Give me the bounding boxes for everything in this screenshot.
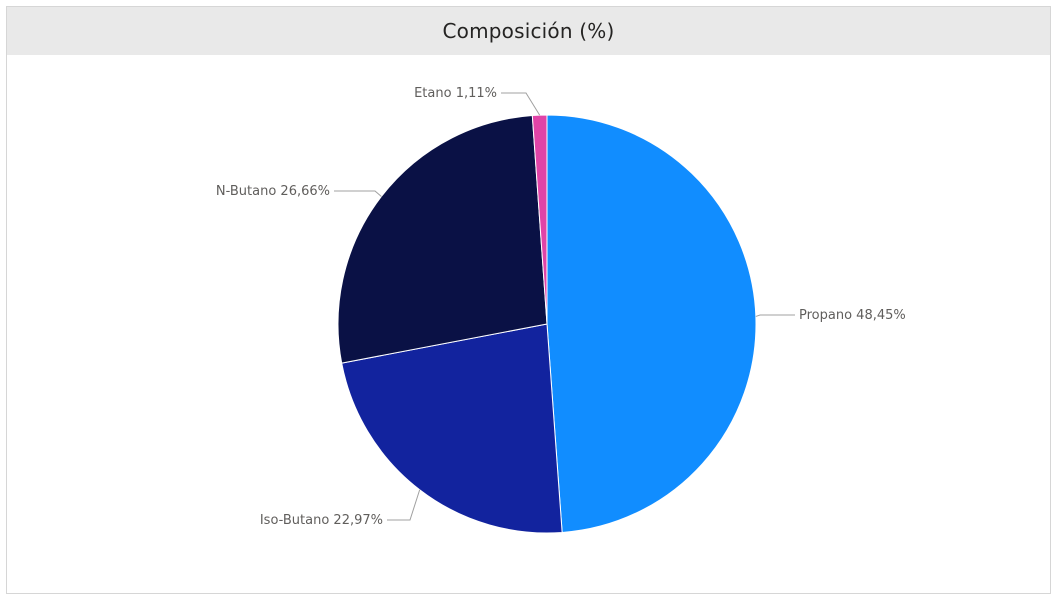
slice-label: Etano 1,11% — [414, 86, 497, 101]
pie-slice[interactable] — [546, 114, 757, 533]
chart-title-bar: Composición (%) — [7, 7, 1050, 55]
leader-line — [387, 489, 421, 521]
pie-labels: Propano 48,45% Iso-Butano 22,97% N-Butano … — [216, 86, 906, 528]
chart-title: Composición (%) — [442, 19, 615, 43]
slice-label: Iso-Butano 22,97% — [260, 513, 383, 528]
slice-label: Propano 48,45% — [799, 308, 906, 323]
pie-slices — [337, 114, 757, 534]
leader-line — [755, 314, 795, 317]
leader-line — [334, 190, 382, 197]
slice-label: N-Butano 26,66% — [216, 184, 330, 199]
leader-line — [501, 92, 541, 116]
pie-slice[interactable] — [337, 114, 548, 364]
